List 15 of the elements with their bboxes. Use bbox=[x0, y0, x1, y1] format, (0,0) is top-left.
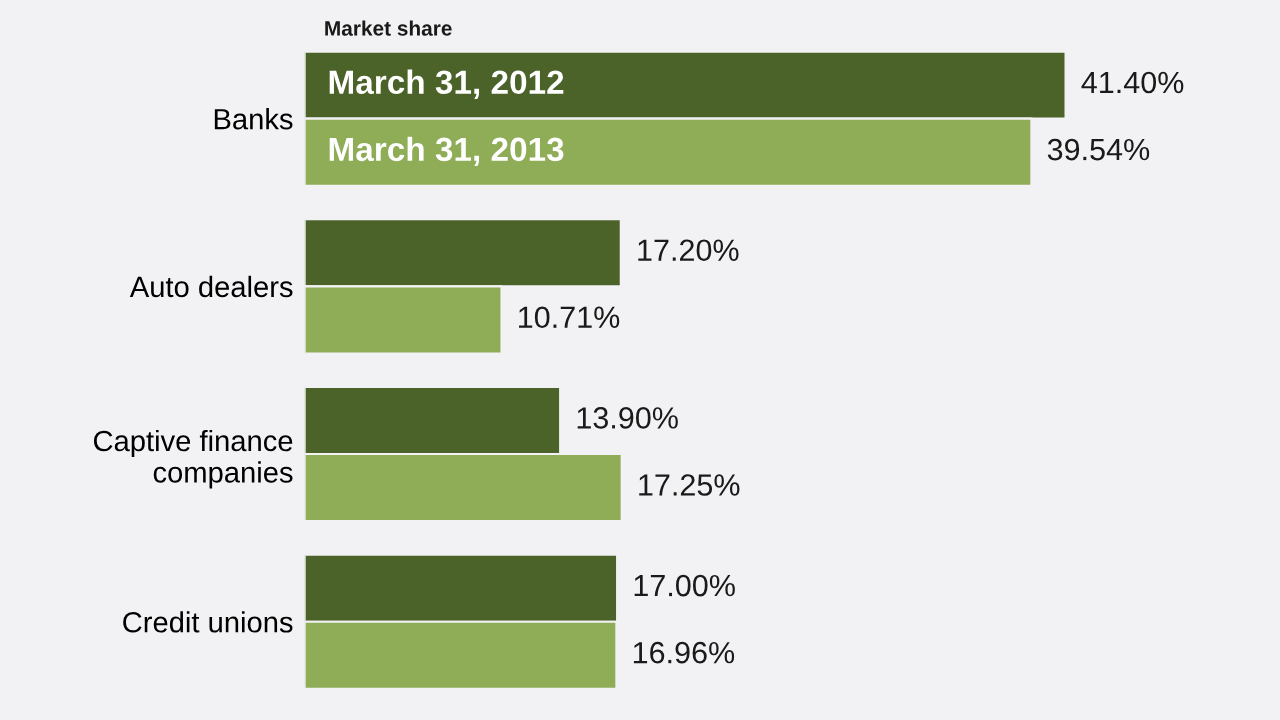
y-tick-label: Captive finance companies bbox=[93, 429, 293, 489]
series-label: March 31, 2012 bbox=[329, 69, 564, 99]
data-label: 17.00% bbox=[634, 574, 735, 597]
data-label: 10.71% bbox=[519, 306, 620, 329]
y-tick-label: Banks bbox=[214, 108, 293, 130]
series-label: March 31, 2013 bbox=[329, 136, 564, 166]
data-label: 17.25% bbox=[639, 474, 740, 496]
y-tick-label: Auto dealers bbox=[129, 275, 293, 298]
data-label: 16.96% bbox=[633, 641, 735, 664]
chart-title: Market share bbox=[325, 20, 452, 36]
y-tick-label: Credit unions bbox=[123, 611, 293, 633]
data-label: 39.54% bbox=[1047, 138, 1150, 161]
data-label: 13.90% bbox=[577, 407, 678, 429]
data-label: 41.40% bbox=[1081, 71, 1184, 94]
data-label: 17.20% bbox=[638, 239, 739, 262]
